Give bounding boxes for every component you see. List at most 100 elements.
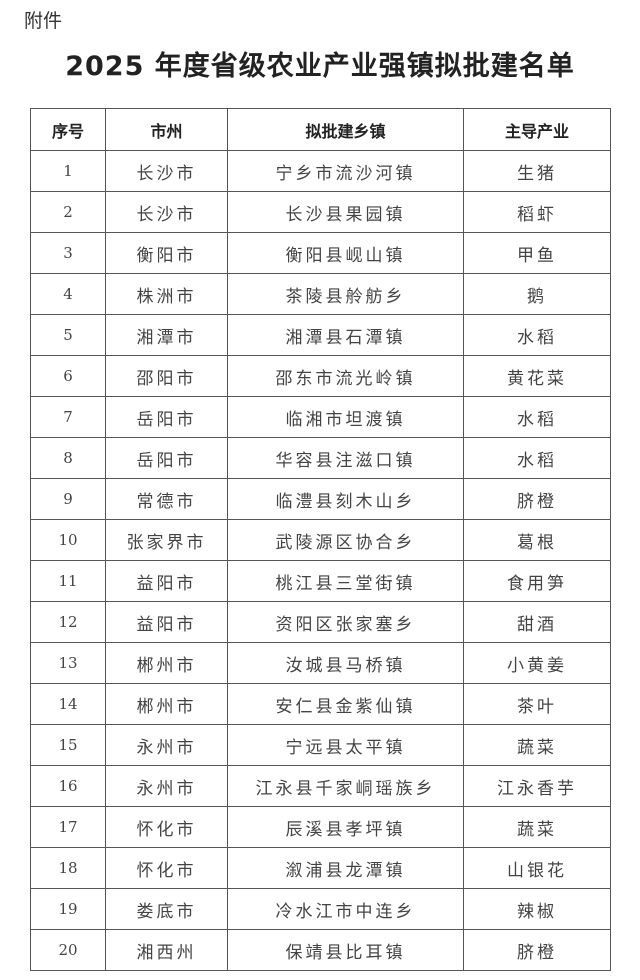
town-cell: 辰溪县孝坪镇 xyxy=(227,806,464,848)
town-cell: 武陵源区协合乡 xyxy=(227,519,464,561)
industry-cell: 蔬菜 xyxy=(463,806,611,848)
header-town: 拟批建乡镇 xyxy=(227,108,464,151)
table-row: 20 湘西州 保靖县比耳镇 脐橙 xyxy=(30,929,611,971)
city-cell: 邵阳市 xyxy=(105,355,228,397)
town-cell: 长沙县果园镇 xyxy=(227,191,464,233)
header-serial: 序号 xyxy=(30,108,106,151)
town-cell: 保靖县比耳镇 xyxy=(227,929,464,971)
city-cell: 益阳市 xyxy=(105,601,228,643)
city-cell: 永州市 xyxy=(105,724,228,766)
header-industry: 主导产业 xyxy=(463,108,611,151)
industry-cell: 水稻 xyxy=(463,396,611,438)
table-row: 13 郴州市 汝城县马桥镇 小黄姜 xyxy=(30,642,611,684)
industry-cell: 生猪 xyxy=(463,150,611,192)
table-row: 7 岳阳市 临湘市坦渡镇 水稻 xyxy=(30,396,611,438)
industry-cell: 江永香芋 xyxy=(463,765,611,807)
serial-cell: 17 xyxy=(30,806,106,848)
town-cell: 茶陵县舲舫乡 xyxy=(227,273,464,315)
table-row: 8 岳阳市 华容县注滋口镇 水稻 xyxy=(30,437,611,479)
city-cell: 长沙市 xyxy=(105,191,228,233)
table-row: 3 衡阳市 衡阳县岘山镇 甲鱼 xyxy=(30,232,611,274)
industry-cell: 水稻 xyxy=(463,314,611,356)
serial-cell: 6 xyxy=(30,355,106,397)
serial-cell: 15 xyxy=(30,724,106,766)
town-list-table: 序号 市州 拟批建乡镇 主导产业 1 长沙市 宁乡市流沙河镇 生猪 2 长沙市 长沙县果园镇… xyxy=(30,108,611,971)
town-cell: 宁远县太平镇 xyxy=(227,724,464,766)
table-row: 18 怀化市 溆浦县龙潭镇 山银花 xyxy=(30,847,611,889)
table-row: 14 郴州市 安仁县金紫仙镇 茶叶 xyxy=(30,683,611,725)
serial-cell: 5 xyxy=(30,314,106,356)
city-cell: 常德市 xyxy=(105,478,228,520)
industry-cell: 甲鱼 xyxy=(463,232,611,274)
serial-cell: 20 xyxy=(30,929,106,971)
serial-cell: 4 xyxy=(30,273,106,315)
industry-cell: 茶叶 xyxy=(463,683,611,725)
table-row: 2 长沙市 长沙县果园镇 稻虾 xyxy=(30,191,611,233)
industry-cell: 辣椒 xyxy=(463,888,611,930)
serial-cell: 7 xyxy=(30,396,106,438)
industry-cell: 食用笋 xyxy=(463,560,611,602)
industry-cell: 山银花 xyxy=(463,847,611,889)
city-cell: 郴州市 xyxy=(105,683,228,725)
city-cell: 益阳市 xyxy=(105,560,228,602)
attachment-label: 附件 xyxy=(24,10,63,32)
town-cell: 安仁县金紫仙镇 xyxy=(227,683,464,725)
city-cell: 株洲市 xyxy=(105,273,228,315)
document-title: 2025 年度省级农业产业强镇拟批建名单 xyxy=(65,51,575,82)
town-cell: 汝城县马桥镇 xyxy=(227,642,464,684)
city-cell: 衡阳市 xyxy=(105,232,228,274)
city-cell: 永州市 xyxy=(105,765,228,807)
town-cell: 华容县注滋口镇 xyxy=(227,437,464,479)
table-row: 6 邵阳市 邵东市流光岭镇 黄花菜 xyxy=(30,355,611,397)
serial-cell: 2 xyxy=(30,191,106,233)
serial-cell: 19 xyxy=(30,888,106,930)
serial-cell: 9 xyxy=(30,478,106,520)
town-cell: 湘潭县石潭镇 xyxy=(227,314,464,356)
serial-cell: 3 xyxy=(30,232,106,274)
serial-cell: 10 xyxy=(30,519,106,561)
city-cell: 岳阳市 xyxy=(105,437,228,479)
serial-cell: 16 xyxy=(30,765,106,807)
industry-cell: 甜酒 xyxy=(463,601,611,643)
table-row: 11 益阳市 桃江县三堂街镇 食用笋 xyxy=(30,560,611,602)
city-cell: 张家界市 xyxy=(105,519,228,561)
city-cell: 怀化市 xyxy=(105,806,228,848)
town-cell: 衡阳县岘山镇 xyxy=(227,232,464,274)
industry-cell: 稻虾 xyxy=(463,191,611,233)
city-cell: 湘西州 xyxy=(105,929,228,971)
city-cell: 怀化市 xyxy=(105,847,228,889)
town-cell: 宁乡市流沙河镇 xyxy=(227,150,464,192)
town-cell: 邵东市流光岭镇 xyxy=(227,355,464,397)
industry-cell: 鹅 xyxy=(463,273,611,315)
serial-cell: 11 xyxy=(30,560,106,602)
serial-cell: 13 xyxy=(30,642,106,684)
industry-cell: 葛根 xyxy=(463,519,611,561)
industry-cell: 黄花菜 xyxy=(463,355,611,397)
city-cell: 郴州市 xyxy=(105,642,228,684)
town-cell: 桃江县三堂街镇 xyxy=(227,560,464,602)
table-row: 9 常德市 临澧县刻木山乡 脐橙 xyxy=(30,478,611,520)
table-row: 12 益阳市 资阳区张家塞乡 甜酒 xyxy=(30,601,611,643)
table-row: 4 株洲市 茶陵县舲舫乡鹅 xyxy=(30,273,611,315)
table-row: 17 怀化市 辰溪县孝坪镇 蔬菜 xyxy=(30,806,611,848)
industry-cell: 脐橙 xyxy=(463,478,611,520)
table-row: 19 娄底市 冷水江市中连乡 辣椒 xyxy=(30,888,611,930)
table-row: 5 湘潭市 湘潭县石潭镇 水稻 xyxy=(30,314,611,356)
town-cell: 资阳区张家塞乡 xyxy=(227,601,464,643)
town-cell: 冷水江市中连乡 xyxy=(227,888,464,930)
serial-cell: 14 xyxy=(30,683,106,725)
city-cell: 娄底市 xyxy=(105,888,228,930)
industry-cell: 蔬菜 xyxy=(463,724,611,766)
city-cell: 长沙市 xyxy=(105,150,228,192)
city-cell: 湘潭市 xyxy=(105,314,228,356)
serial-cell: 18 xyxy=(30,847,106,889)
serial-cell: 1 xyxy=(30,150,106,192)
industry-cell: 水稻 xyxy=(463,437,611,479)
industry-cell: 脐橙 xyxy=(463,929,611,971)
town-cell: 临澧县刻木山乡 xyxy=(227,478,464,520)
industry-cell: 小黄姜 xyxy=(463,642,611,684)
table-row: 16 永州市 江永县千家峒瑶族乡 江永香芋 xyxy=(30,765,611,807)
table-row: 10 张家界市 武陵源区协合乡 葛根 xyxy=(30,519,611,561)
town-cell: 临湘市坦渡镇 xyxy=(227,396,464,438)
header-city: 市州 xyxy=(105,108,228,151)
